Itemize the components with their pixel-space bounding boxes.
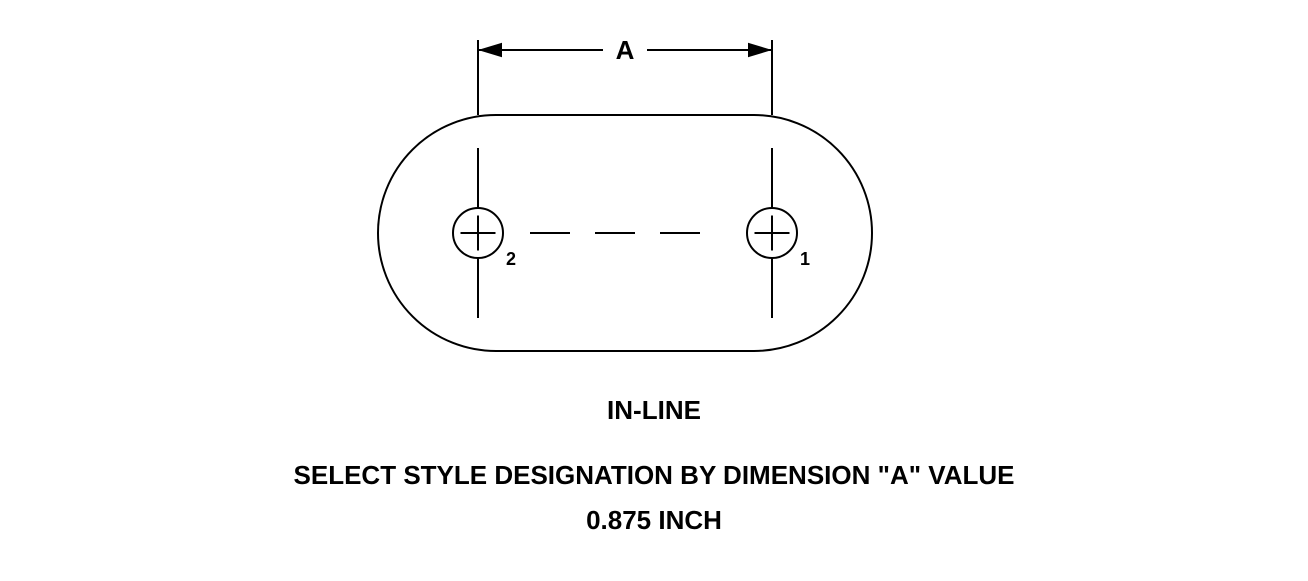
technical-diagram: A 2 1 IN-LINE SELECT STYLE DESIGNATION BY … [0,0,1308,576]
arrowhead-right-icon [748,43,772,57]
instruction-line-1: SELECT STYLE DESIGNATION BY DIMENSION "A… [294,460,1015,491]
hole-label-1: 1 [800,249,810,269]
arrowhead-left-icon [478,43,502,57]
instruction-line-2: 0.875 INCH [586,505,722,536]
dimension-label: A [616,35,635,65]
style-name-label: IN-LINE [607,395,701,426]
hole-label-2: 2 [506,249,516,269]
